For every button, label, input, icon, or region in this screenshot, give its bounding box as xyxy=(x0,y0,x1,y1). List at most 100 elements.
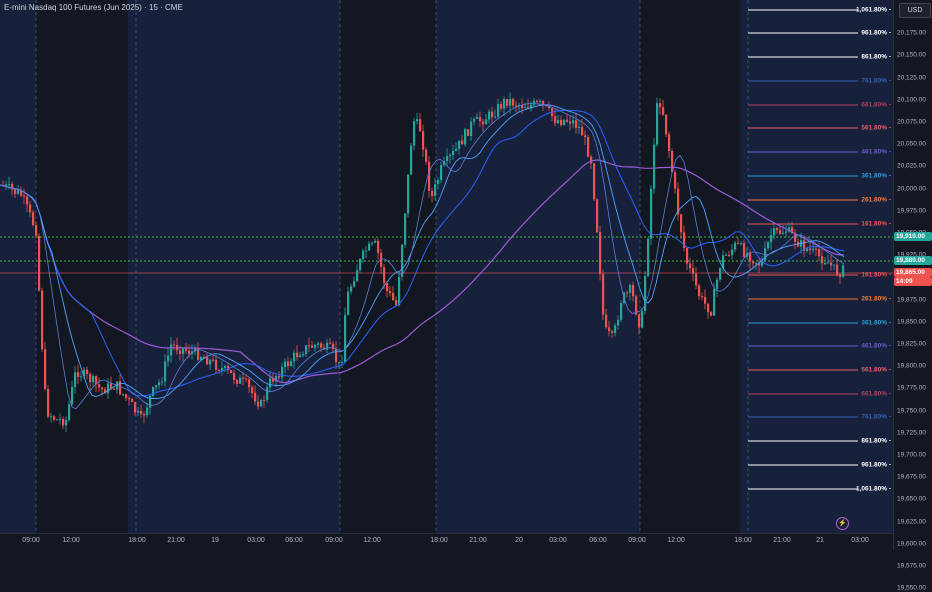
candle-body xyxy=(125,394,128,399)
fib-level-label: 461.80% - xyxy=(861,148,891,156)
candle-body xyxy=(734,242,737,250)
candle-body xyxy=(512,99,515,106)
candle-body xyxy=(626,292,629,294)
candle-body xyxy=(821,256,824,264)
candle-body xyxy=(587,137,590,157)
fib-level-label: 461.80% - xyxy=(861,342,891,350)
time-tick-label: 03:00 xyxy=(851,537,869,544)
time-tick-label: 21 xyxy=(816,537,824,544)
candle-body xyxy=(518,105,521,107)
price-tick-label: 20,075.00 xyxy=(897,118,926,126)
candle-body xyxy=(302,353,305,356)
candle-body xyxy=(422,131,425,150)
candle-body xyxy=(449,154,452,157)
candle-body xyxy=(236,379,239,384)
candle-body xyxy=(767,242,770,249)
ma-line-mid xyxy=(0,109,845,397)
candle-body xyxy=(707,303,710,313)
candle-body xyxy=(95,376,98,385)
fib-level-label: 161.80% - xyxy=(861,271,891,279)
candle-body xyxy=(44,349,47,389)
lightning-icon[interactable]: ⚡ xyxy=(836,517,849,530)
candle-body xyxy=(11,183,14,190)
candle-body xyxy=(809,248,812,251)
chart-pane[interactable]: E-mini Nasdaq 100 Futures (Jun 2025) · 1… xyxy=(0,0,893,533)
candle-body xyxy=(248,379,251,388)
candle-body xyxy=(614,325,617,333)
candle-body xyxy=(473,118,476,122)
currency-button[interactable]: USD xyxy=(899,3,931,18)
candle-body xyxy=(266,387,269,401)
candle-body xyxy=(377,240,380,253)
candle-body xyxy=(20,190,23,196)
candle-body xyxy=(389,291,392,294)
candle-body xyxy=(650,188,653,239)
candle-body xyxy=(506,98,509,106)
session-shading xyxy=(128,0,340,533)
candle-body xyxy=(290,361,293,366)
candle-body xyxy=(575,120,578,129)
candle-body xyxy=(5,184,8,186)
candle-body xyxy=(593,163,596,200)
candle-body xyxy=(755,262,758,264)
price-axis[interactable]: USD 20,200.0020,175.0020,150.0020,125.00… xyxy=(893,0,932,592)
candle-body xyxy=(446,156,449,162)
candle-body xyxy=(335,349,338,363)
price-tick-label: 19,800.00 xyxy=(897,362,926,370)
candle-body xyxy=(395,300,398,305)
candle-body xyxy=(80,376,83,378)
candle-body xyxy=(602,274,605,315)
ma-line-slow xyxy=(0,159,845,384)
candle-body xyxy=(419,119,422,132)
price-tick-label: 19,700.00 xyxy=(897,451,926,459)
candle-body xyxy=(239,377,242,384)
candle-body xyxy=(77,372,80,377)
candle-body xyxy=(155,385,158,387)
candle-body xyxy=(215,359,218,370)
candle-body xyxy=(605,314,608,328)
time-axis[interactable]: 09:00 12:00 18:00 21:00 19 03:00 06:00 09:00 12:… xyxy=(0,533,893,551)
price-tick-label: 19,775.00 xyxy=(897,384,926,392)
fib-level-label: 1,061.80% - xyxy=(855,485,891,493)
candle-body xyxy=(170,344,173,356)
candle-body xyxy=(479,117,482,122)
candle-body xyxy=(308,345,311,347)
candle-body xyxy=(740,243,743,245)
candle-body xyxy=(662,107,665,115)
candle-body xyxy=(317,343,320,345)
candle-body xyxy=(29,204,32,213)
candle-body xyxy=(671,150,674,173)
fib-level-label: 861.80% - xyxy=(861,53,891,61)
candle-body xyxy=(59,418,62,420)
ma-line-fast xyxy=(0,104,845,399)
fib-level-label: 561.80% - xyxy=(861,366,891,374)
candle-body xyxy=(353,281,356,287)
candle-body xyxy=(383,267,386,284)
fib-level-label: 261.80% - xyxy=(861,196,891,204)
candle-body xyxy=(182,348,185,354)
chart-title: E-mini Nasdaq 100 Futures (Jun 2025) · 1… xyxy=(4,3,183,12)
price-tick-label: 19,975.00 xyxy=(897,207,926,215)
candle-body xyxy=(35,225,38,236)
candle-body xyxy=(281,367,284,378)
candle-body xyxy=(779,229,782,234)
candle-body xyxy=(329,342,332,344)
candle-body xyxy=(680,214,683,233)
time-tick-label: 09:00 xyxy=(628,537,646,544)
candle-body xyxy=(476,117,479,119)
candle-body xyxy=(158,382,161,386)
price-tick-label: 19,925.00 xyxy=(897,252,926,259)
candle-body xyxy=(704,297,707,304)
price-chart[interactable] xyxy=(0,0,893,533)
candle-body xyxy=(458,140,461,149)
candle-body xyxy=(293,352,296,362)
price-tick-label: 19,625.00 xyxy=(897,518,926,526)
candle-body xyxy=(539,101,542,103)
candle-body xyxy=(362,250,365,259)
candle-body xyxy=(413,121,416,146)
candle-body xyxy=(674,172,677,189)
candle-body xyxy=(689,263,692,269)
candle-body xyxy=(839,275,842,277)
candle-body xyxy=(47,388,50,417)
candle-body xyxy=(371,242,374,244)
